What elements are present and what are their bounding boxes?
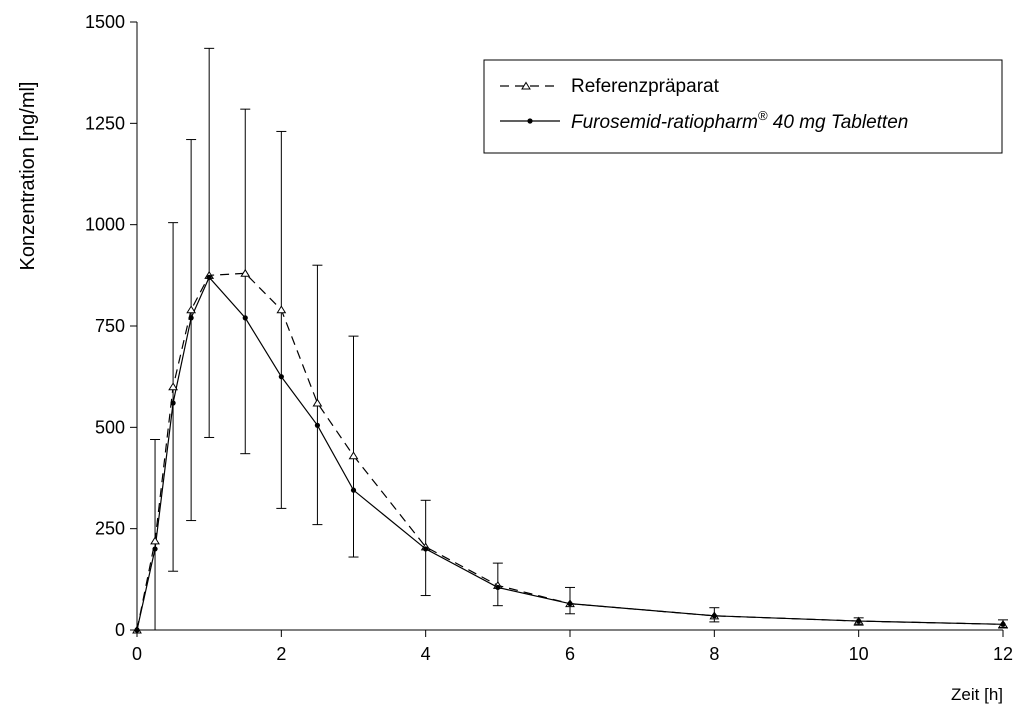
x-tick-label: 2	[276, 644, 286, 664]
series-lines	[136, 272, 1004, 631]
data-point-referenz	[186, 305, 197, 314]
data-point-furosemid	[206, 274, 212, 280]
legend-box	[483, 59, 1003, 154]
series-line-furosemid	[136, 276, 1004, 631]
data-point-furosemid	[856, 618, 862, 624]
data-point-furosemid	[278, 374, 284, 380]
data-point-furosemid	[423, 546, 429, 552]
data-point-referenz	[348, 451, 359, 460]
data-point-furosemid	[495, 584, 501, 591]
x-tick-label: 10	[849, 644, 869, 664]
axes: 0 2 4 6 8 10 12 0 250 500 750 1000 1250 1500	[85, 12, 1013, 664]
data-point-furosemid	[242, 315, 248, 321]
series-line-referenz	[136, 272, 1004, 631]
y-tick-label: 0	[115, 620, 125, 640]
legend-marker-referenz	[521, 81, 531, 90]
y-tick-label: 1250	[85, 113, 125, 133]
y-tick-label: 1500	[85, 12, 125, 32]
data-point-furosemid	[314, 422, 321, 428]
data-point-furosemid	[152, 546, 158, 552]
x-tick-label: 6	[565, 644, 575, 664]
legend-label-furosemid-sup: ®	[758, 108, 768, 123]
y-tick-label: 750	[95, 316, 125, 336]
legend-label-referenz: Referenzpräparat	[571, 76, 720, 97]
y-tick-label: 1000	[85, 215, 125, 235]
data-point-furosemid	[188, 315, 194, 321]
data-point-referenz	[150, 536, 160, 545]
legend-marker-furosemid	[527, 118, 533, 124]
data-markers	[132, 268, 1008, 634]
data-point-referenz	[168, 382, 178, 391]
x-tick-label: 0	[132, 644, 142, 664]
legend-label-furosemid-main: Furosemid-ratiopharm	[571, 112, 758, 133]
data-point-furosemid	[567, 601, 573, 607]
legend-label-furosemid: Furosemid-ratiopharm® 40 mg Tabletten	[571, 108, 908, 133]
data-point-furosemid	[170, 400, 176, 406]
y-axis-label: Konzentration [ng/ml]	[17, 82, 39, 271]
data-point-referenz	[240, 268, 251, 277]
error-bars	[150, 47, 1008, 631]
x-axis-label: Zeit [h]	[951, 685, 1003, 704]
data-point-furosemid	[134, 627, 140, 633]
data-point-referenz	[312, 398, 323, 407]
x-tick-label: 4	[421, 644, 431, 664]
data-point-furosemid	[1000, 621, 1006, 627]
legend-label-furosemid-rest: 40 mg Tabletten	[768, 112, 909, 133]
x-tick-label: 12	[993, 644, 1013, 664]
data-point-furosemid	[350, 487, 357, 493]
x-tick-label: 8	[709, 644, 719, 664]
data-point-referenz	[276, 305, 287, 314]
data-point-furosemid	[711, 613, 717, 619]
y-tick-label: 250	[95, 519, 125, 539]
legend: Referenzpräparat Furosemid-ratiopharm® 4…	[483, 59, 1003, 154]
y-tick-label: 500	[95, 417, 125, 437]
